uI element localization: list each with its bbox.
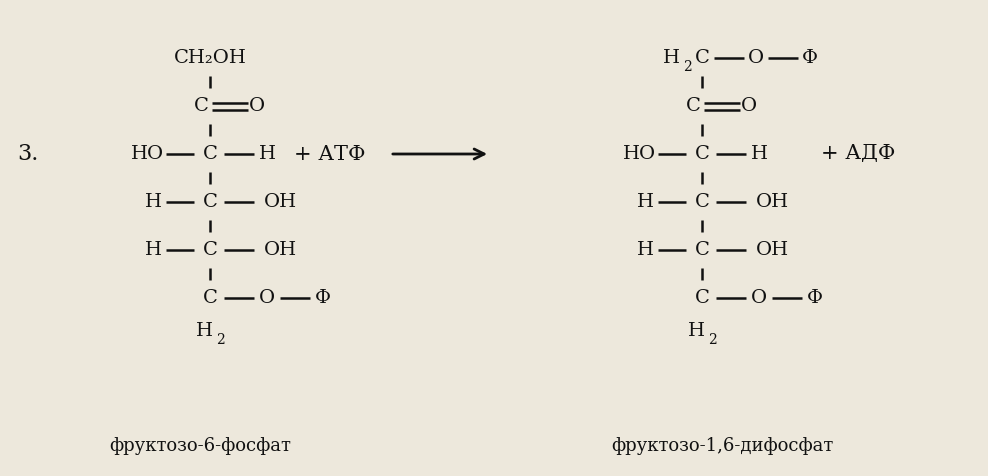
Text: Φ: Φ xyxy=(315,289,331,307)
Text: OH: OH xyxy=(756,241,788,259)
Text: H: H xyxy=(636,193,653,211)
Text: C: C xyxy=(203,145,217,163)
Text: O: O xyxy=(748,49,764,67)
Text: H: H xyxy=(144,241,161,259)
Text: O: O xyxy=(751,289,767,307)
Text: 2: 2 xyxy=(683,60,692,74)
Text: + АДФ: + АДФ xyxy=(821,145,895,163)
Text: OH: OH xyxy=(264,193,296,211)
Text: H: H xyxy=(663,49,680,67)
Text: C: C xyxy=(686,97,700,115)
Text: H: H xyxy=(751,145,768,163)
Text: 2: 2 xyxy=(707,333,716,347)
Text: O: O xyxy=(249,97,265,115)
Text: H: H xyxy=(636,241,653,259)
Text: C: C xyxy=(695,49,709,67)
Text: OH: OH xyxy=(264,241,296,259)
Text: C: C xyxy=(203,241,217,259)
Text: 2: 2 xyxy=(215,333,224,347)
Text: C: C xyxy=(194,97,208,115)
Text: O: O xyxy=(259,289,275,307)
Text: C: C xyxy=(203,193,217,211)
Text: H: H xyxy=(144,193,161,211)
Text: H: H xyxy=(196,322,212,340)
Text: + АТФ: + АТФ xyxy=(294,145,366,163)
Text: C: C xyxy=(695,289,709,307)
Text: C: C xyxy=(695,193,709,211)
Text: фруктозо-6-фосфат: фруктозо-6-фосфат xyxy=(109,437,290,455)
Text: CH₂OH: CH₂OH xyxy=(174,49,246,67)
Text: OH: OH xyxy=(756,193,788,211)
Text: фруктозо-1,6-дифосфат: фруктозо-1,6-дифосфат xyxy=(611,437,833,455)
Text: HO: HO xyxy=(130,145,164,163)
Text: 3.: 3. xyxy=(18,143,39,165)
Text: H: H xyxy=(259,145,276,163)
Text: C: C xyxy=(695,241,709,259)
Text: HO: HO xyxy=(622,145,656,163)
Text: Φ: Φ xyxy=(802,49,818,67)
Text: H: H xyxy=(688,322,704,340)
Text: C: C xyxy=(695,145,709,163)
Text: Φ: Φ xyxy=(807,289,823,307)
Text: C: C xyxy=(203,289,217,307)
Text: O: O xyxy=(741,97,757,115)
